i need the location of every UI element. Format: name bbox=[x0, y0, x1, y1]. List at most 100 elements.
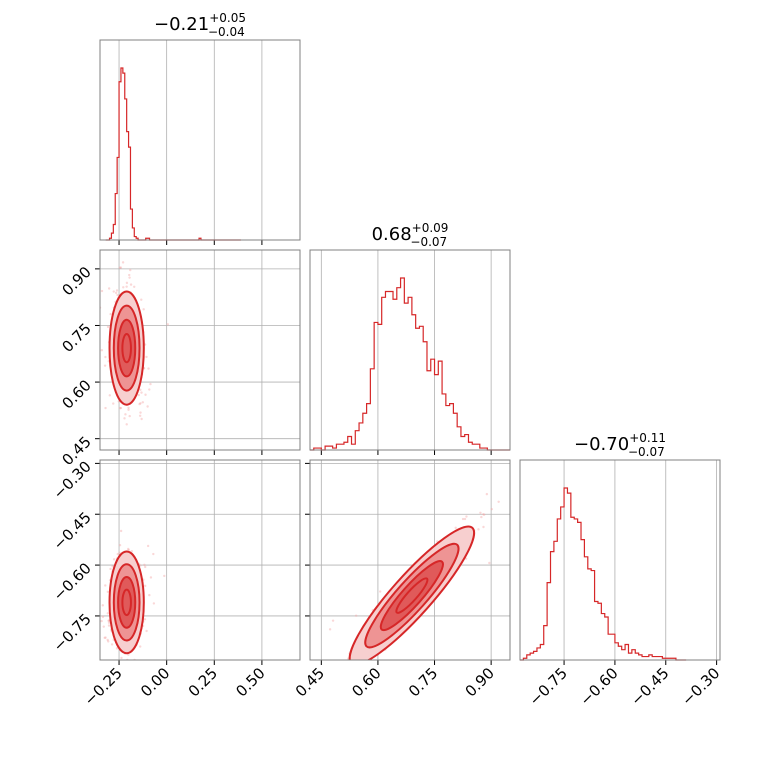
sample-point bbox=[100, 349, 104, 352]
sample-point bbox=[119, 406, 122, 410]
sample-point bbox=[148, 593, 151, 597]
sample-point bbox=[103, 364, 107, 367]
sample-point bbox=[115, 289, 119, 292]
density-2-0 bbox=[95, 529, 166, 671]
sample-point bbox=[140, 391, 143, 394]
panel-0-0 bbox=[99, 39, 301, 245]
panel-frame bbox=[309, 459, 511, 661]
sample-point bbox=[140, 298, 143, 301]
sample-point bbox=[125, 285, 128, 288]
sample-point bbox=[152, 602, 156, 605]
sample-point bbox=[139, 411, 142, 414]
sample-point bbox=[114, 291, 118, 295]
sample-point bbox=[465, 515, 468, 518]
contour-line bbox=[112, 304, 141, 392]
sample-point bbox=[106, 638, 109, 642]
sample-point bbox=[116, 552, 119, 556]
sample-point bbox=[129, 268, 132, 272]
sample-point bbox=[107, 619, 110, 622]
x-tick-label: 0.50 bbox=[232, 664, 268, 700]
x-tick-label: 0.25 bbox=[185, 664, 221, 700]
sample-point bbox=[134, 663, 136, 665]
sample-point bbox=[342, 669, 344, 671]
panel-2-1: 0.45 0.60 0.75 0.90 bbox=[231, 459, 511, 709]
sample-point bbox=[152, 552, 155, 556]
sample-point bbox=[133, 665, 135, 667]
panel-frame bbox=[519, 459, 721, 661]
sample-point bbox=[490, 507, 494, 511]
sample-point bbox=[100, 245, 102, 247]
sample-point bbox=[90, 301, 92, 303]
sample-point bbox=[477, 528, 480, 531]
x-tick-label: 0.60 bbox=[348, 664, 384, 700]
sample-point bbox=[341, 673, 343, 675]
sample-point bbox=[137, 393, 140, 397]
contour-line bbox=[117, 575, 137, 629]
sample-point bbox=[129, 283, 133, 286]
sample-point bbox=[331, 619, 335, 622]
sample-point bbox=[127, 547, 130, 551]
contour-line bbox=[117, 318, 137, 378]
sample-point bbox=[124, 668, 126, 670]
x-tick-label: −0.25 bbox=[81, 664, 126, 709]
sample-point bbox=[101, 604, 104, 607]
sample-point bbox=[112, 290, 115, 293]
panel-frame bbox=[99, 459, 301, 661]
sample-point bbox=[128, 414, 131, 418]
sample-point bbox=[379, 590, 382, 593]
sample-point bbox=[118, 543, 122, 547]
sample-point bbox=[231, 672, 233, 674]
title-param-0-minus: −0.04 bbox=[208, 25, 245, 39]
sample-point bbox=[104, 406, 107, 410]
sample-point bbox=[482, 513, 485, 516]
x-tick-label: −0.60 bbox=[577, 664, 622, 709]
sample-point bbox=[119, 266, 123, 269]
contour-line bbox=[121, 588, 132, 617]
sample-point bbox=[127, 548, 130, 552]
x-tick-label: 0.90 bbox=[462, 664, 498, 700]
sample-point bbox=[106, 590, 110, 593]
title-param-1-plus: +0.09 bbox=[412, 221, 449, 235]
sample-point bbox=[104, 584, 107, 587]
sample-point bbox=[140, 417, 143, 421]
sample-point bbox=[166, 323, 170, 326]
sample-point bbox=[95, 562, 97, 564]
histogram-1 bbox=[310, 277, 510, 451]
y-tick-label: 0.75 bbox=[58, 320, 94, 356]
sample-point bbox=[111, 565, 114, 568]
panel-titles: −0.21+0.05 −0.04 0.68+0.09 −0.07 −0.70+0.1… bbox=[154, 11, 666, 459]
contour-fill bbox=[396, 578, 428, 613]
sample-point bbox=[485, 492, 489, 496]
title-param-2: −0.70+0.11 −0.07 bbox=[574, 431, 666, 459]
sample-point bbox=[358, 662, 360, 664]
sample-point bbox=[479, 511, 482, 514]
sample-point bbox=[143, 618, 147, 621]
x-tick-label: −0.45 bbox=[627, 664, 672, 709]
sample-point bbox=[148, 388, 151, 391]
sample-point bbox=[107, 621, 111, 625]
sample-point bbox=[131, 669, 133, 671]
sample-point bbox=[142, 308, 145, 311]
sample-point bbox=[454, 526, 457, 530]
sample-point bbox=[107, 640, 110, 643]
sample-point bbox=[119, 529, 123, 533]
title-param-0-value: −0.21 bbox=[154, 14, 209, 35]
sample-point bbox=[112, 558, 116, 561]
sample-point bbox=[109, 312, 112, 316]
sample-point bbox=[321, 707, 323, 709]
sample-point bbox=[103, 636, 106, 640]
panel-2-2: −0.75 −0.60 −0.45 −0.30 bbox=[519, 459, 723, 709]
sample-point bbox=[149, 576, 153, 579]
sample-point bbox=[130, 550, 133, 553]
sample-point bbox=[488, 561, 491, 565]
sample-point bbox=[122, 286, 125, 289]
sample-point bbox=[104, 355, 107, 359]
sample-point bbox=[107, 287, 111, 290]
sample-point bbox=[133, 285, 136, 288]
contour-line bbox=[121, 332, 132, 364]
sample-point bbox=[106, 612, 110, 615]
contour-line bbox=[112, 563, 141, 642]
panel-2-0: −0.25 0.00 0.25 0.50−0.75−0.60−0.45−0.30 bbox=[50, 457, 301, 709]
sample-point bbox=[110, 643, 114, 646]
sample-point bbox=[463, 517, 467, 521]
